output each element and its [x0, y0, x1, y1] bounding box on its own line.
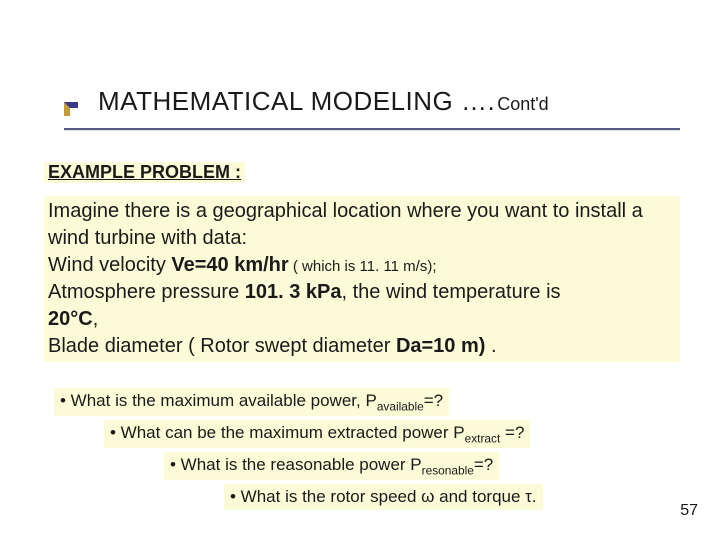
body-line5a: Blade diameter ( Rotor swept diameter [48, 335, 396, 357]
q1-pre: • What is the maximum available power, P [60, 391, 377, 410]
q3-post: =? [474, 455, 493, 474]
body-line3c: , the wind temperature is [342, 281, 561, 303]
question-3: • What is the reasonable power Presonabl… [164, 452, 499, 480]
example-problem-heading: EXAMPLE PROBLEM : [44, 162, 245, 183]
body-line2a: Wind velocity [48, 254, 171, 276]
page-number: 57 [680, 502, 698, 520]
q3-pre: • What is the reasonable power P [170, 455, 422, 474]
question-1: • What is the maximum available power, P… [54, 388, 449, 416]
question-4: • What is the rotor speed ω and torque τ… [224, 484, 543, 510]
slide-title: MATHEMATICAL MODELING …. [98, 86, 495, 117]
body-line1: Imagine there is a geographical location… [48, 200, 643, 249]
q2-post: =? [500, 423, 524, 442]
question-2: • What can be the maximum extracted powe… [104, 420, 530, 448]
body-line5b: Da=10 m) [396, 335, 486, 357]
slide-title-contd: Cont'd [497, 94, 548, 115]
body-line3a: Atmosphere pressure [48, 281, 245, 303]
q2-pre: • What can be the maximum extracted powe… [110, 423, 465, 442]
body-line4: 20°C [48, 308, 93, 330]
body-line3b: 101. 3 kPa [245, 281, 342, 303]
body-line2b: Ve=40 km/hr [171, 254, 288, 276]
body-line5c: . [485, 335, 496, 357]
body-line4b: , [93, 308, 99, 330]
q4-text: • What is the rotor speed ω and torque τ… [230, 487, 537, 506]
q3-sub: resonable [422, 463, 474, 477]
q1-post: =? [424, 391, 443, 410]
problem-statement: Imagine there is a geographical location… [44, 196, 680, 362]
q1-sub: available [377, 399, 424, 413]
slide-bullet-marker [64, 102, 78, 116]
body-line2c: ( which is 11. 11 m/s); [289, 258, 437, 275]
title-underline [64, 128, 680, 130]
q2-sub: extract [465, 431, 501, 445]
